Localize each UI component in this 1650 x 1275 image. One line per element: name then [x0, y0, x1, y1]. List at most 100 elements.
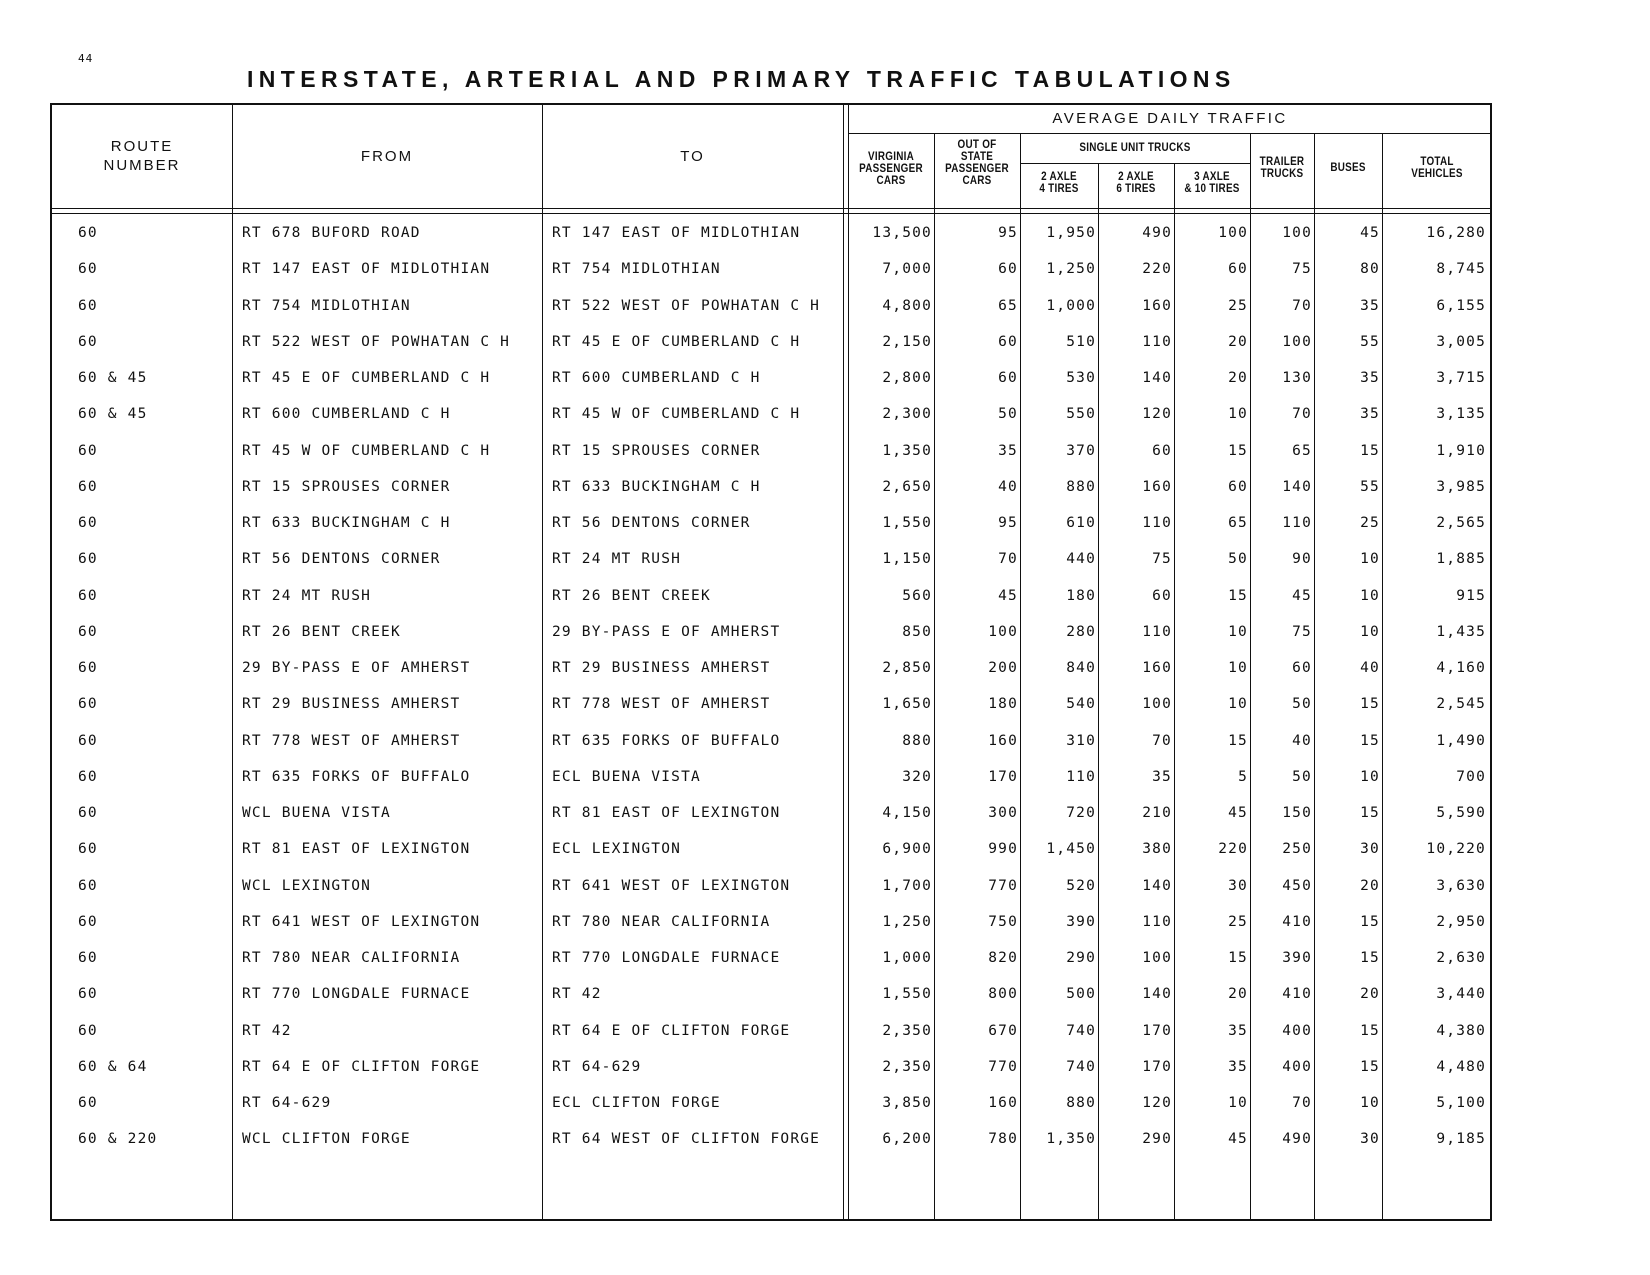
cell-oos: 60: [998, 261, 1018, 278]
cell-va: 2,300: [882, 406, 932, 423]
cell-buses: 55: [1360, 478, 1380, 495]
cell-route: 60: [78, 1095, 98, 1111]
cell-a3: 35: [1228, 1058, 1248, 1075]
cell-buses: 40: [1360, 660, 1380, 676]
cell-total: 3,630: [1436, 877, 1486, 894]
header-rule: [52, 213, 1492, 214]
cell-a26: 110: [1142, 515, 1172, 531]
header-trailer-trucks: TRAILER TRUCKS: [1259, 156, 1305, 180]
cell-total: 4,480: [1436, 1058, 1486, 1075]
cell-a26: 70: [1152, 732, 1172, 749]
cell-oos: 60: [998, 370, 1018, 386]
cell-route: 60 & 220: [78, 1131, 158, 1148]
cell-to: RT 64-629: [552, 1058, 642, 1075]
cell-oos: 750: [988, 913, 1018, 930]
table-row: 60 RT 147 EAST OF MIDLOTHIAN RT 754 MIDLOT…: [52, 261, 1490, 285]
cell-buses: 30: [1360, 841, 1380, 858]
cell-a26: 140: [1142, 877, 1172, 894]
cell-va: 850: [902, 623, 932, 640]
cell-a24: 440: [1066, 551, 1096, 568]
cell-from: RT 778 WEST OF AMHERST: [242, 732, 461, 749]
column-rule: [232, 105, 233, 1219]
cell-to: RT 522 WEST OF POWHATAN C H: [552, 297, 821, 314]
cell-total: 1,885: [1436, 551, 1486, 568]
cell-a24: 1,350: [1046, 1131, 1096, 1148]
cell-from: WCL LEXINGTON: [242, 877, 372, 894]
cell-route: 60: [78, 913, 98, 930]
cell-va: 4,150: [882, 805, 932, 821]
cell-a24: 540: [1066, 696, 1096, 713]
column-rule: [1250, 133, 1251, 1219]
cell-trailer: 490: [1282, 1131, 1312, 1148]
cell-total: 5,590: [1436, 805, 1486, 821]
cell-from: RT 45 W OF CUMBERLAND C H: [242, 442, 491, 459]
cell-total: 16,280: [1426, 225, 1486, 241]
cell-buses: 10: [1360, 551, 1380, 568]
cell-oos: 770: [988, 877, 1018, 894]
cell-total: 3,985: [1436, 478, 1486, 495]
cell-to: RT 147 EAST OF MIDLOTHIAN: [552, 225, 801, 241]
cell-to: RT 754 MIDLOTHIAN: [552, 261, 721, 278]
cell-a24: 880: [1066, 1095, 1096, 1111]
header-rule: [848, 133, 1492, 134]
header-2-axle-4-tires: 2 AXLE 4 TIRES: [1039, 171, 1079, 195]
cell-from: RT 81 EAST OF LEXINGTON: [242, 841, 471, 858]
cell-va: 6,200: [882, 1131, 932, 1148]
cell-a24: 1,000: [1046, 297, 1096, 314]
cell-trailer: 250: [1282, 841, 1312, 858]
cell-va: 1,150: [882, 551, 932, 568]
column-rule: [542, 105, 543, 1219]
table-row: 60 RT 780 NEAR CALIFORNIA RT 770 LONGDALE …: [52, 950, 1490, 974]
cell-trailer: 100: [1282, 225, 1312, 241]
cell-total: 1,910: [1436, 442, 1486, 459]
cell-oos: 200: [988, 660, 1018, 676]
cell-trailer: 40: [1292, 732, 1312, 749]
cell-buses: 10: [1360, 768, 1380, 785]
cell-a3: 45: [1228, 1131, 1248, 1148]
table-row: 60 RT 29 BUSINESS AMHERST RT 778 WEST OF A…: [52, 696, 1490, 720]
table-row: 60 RT 641 WEST OF LEXINGTON RT 780 NEAR CA…: [52, 914, 1490, 938]
cell-a24: 1,950: [1046, 225, 1096, 241]
cell-total: 5,100: [1436, 1095, 1486, 1111]
table-row: 60 RT 45 W OF CUMBERLAND C H RT 15 SPROUSE…: [52, 443, 1490, 467]
cell-a3: 45: [1228, 805, 1248, 821]
table-row: 60 WCL LEXINGTON RT 641 WEST OF LEXINGTON 1…: [52, 878, 1490, 902]
cell-a3: 60: [1228, 478, 1248, 495]
cell-a26: 170: [1142, 1058, 1172, 1075]
cell-a3: 10: [1228, 1095, 1248, 1111]
cell-a26: 110: [1142, 913, 1172, 930]
cell-total: 6,155: [1436, 297, 1486, 314]
cell-oos: 170: [988, 768, 1018, 785]
cell-from: WCL BUENA VISTA: [242, 805, 391, 821]
cell-total: 2,545: [1436, 696, 1486, 713]
cell-from: RT 780 NEAR CALIFORNIA: [242, 950, 461, 966]
cell-from: RT 64 E OF CLIFTON FORGE: [242, 1058, 481, 1075]
table-row: 60 29 BY-PASS E OF AMHERST RT 29 BUSINESS …: [52, 660, 1490, 684]
header-to: TO: [680, 148, 705, 165]
cell-buses: 15: [1360, 950, 1380, 966]
cell-oos: 670: [988, 1022, 1018, 1039]
cell-to: ECL BUENA VISTA: [552, 768, 701, 785]
column-rule: [1020, 133, 1021, 1219]
table-row: 60 RT 678 BUFORD ROAD RT 147 EAST OF MIDLO…: [52, 225, 1490, 249]
table-row: 60 & 45 RT 45 E OF CUMBERLAND C H RT 600 C…: [52, 370, 1490, 394]
cell-a26: 60: [1152, 587, 1172, 604]
cell-a3: 30: [1228, 877, 1248, 894]
cell-buses: 15: [1360, 1022, 1380, 1039]
cell-a26: 75: [1152, 551, 1172, 568]
cell-route: 60: [78, 877, 98, 894]
cell-from: RT 633 BUCKINGHAM C H: [242, 515, 451, 531]
cell-a26: 170: [1142, 1022, 1172, 1039]
cell-a24: 180: [1066, 587, 1096, 604]
cell-total: 10,220: [1426, 841, 1486, 858]
cell-oos: 100: [988, 623, 1018, 640]
page-number: 44: [78, 52, 94, 65]
header-route-number: ROUTE NUMBER: [103, 138, 181, 174]
cell-total: 700: [1456, 768, 1486, 785]
cell-va: 1,250: [882, 913, 932, 930]
cell-total: 3,135: [1436, 406, 1486, 423]
cell-from: RT 147 EAST OF MIDLOTHIAN: [242, 261, 491, 278]
cell-a26: 110: [1142, 333, 1172, 350]
table-row: 60 & 64 RT 64 E OF CLIFTON FORGE RT 64-629…: [52, 1059, 1490, 1083]
cell-a3: 15: [1228, 587, 1248, 604]
